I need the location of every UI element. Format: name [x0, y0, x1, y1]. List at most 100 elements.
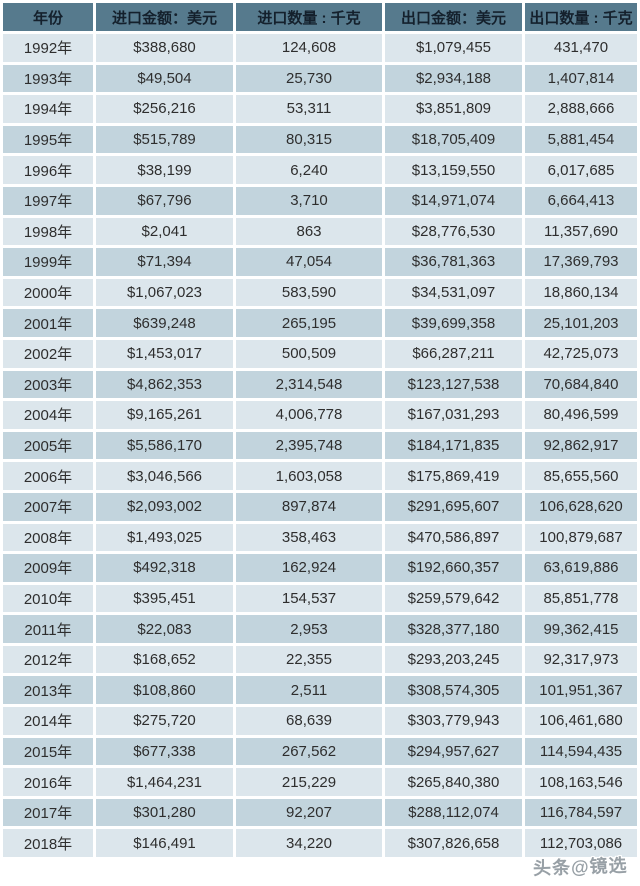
- year-cell: 1997年: [3, 186, 93, 215]
- year-cell: 1992年: [3, 34, 93, 62]
- value-cell: $265,840,380: [385, 768, 522, 796]
- value-cell: $146,491: [96, 829, 233, 858]
- value-cell: 11,357,690: [525, 217, 637, 246]
- value-cell: 53,311: [236, 95, 382, 123]
- value-cell: 2,953: [236, 615, 382, 643]
- year-cell: 2009年: [3, 554, 93, 582]
- value-cell: 2,314,548: [236, 370, 382, 399]
- value-cell: $492,318: [96, 554, 233, 582]
- table-row: 1999年 $71,394 47,054 $36,781,363 17,369,793: [3, 248, 637, 276]
- value-cell: $639,248: [96, 309, 233, 337]
- value-cell: $175,869,419: [385, 462, 522, 490]
- value-cell: $167,031,293: [385, 401, 522, 429]
- year-cell: 2017年: [3, 798, 93, 827]
- header-import-quantity: 进口数量 : 千克: [236, 3, 382, 31]
- value-cell: 2,395,748: [236, 431, 382, 460]
- value-cell: 265,195: [236, 309, 382, 337]
- value-cell: 2,511: [236, 676, 382, 705]
- value-cell: 17,369,793: [525, 248, 637, 276]
- value-cell: $168,652: [96, 645, 233, 674]
- value-cell: 106,461,680: [525, 707, 637, 735]
- value-cell: $71,394: [96, 248, 233, 276]
- table-row: 2012年 $168,652 22,355 $293,203,245 92,317,97…: [3, 645, 637, 674]
- year-cell: 1999年: [3, 248, 93, 276]
- value-cell: $39,699,358: [385, 309, 522, 337]
- value-cell: 80,315: [236, 125, 382, 154]
- trade-data-table: 年份 进口金额：美元 进口数量 : 千克 出口金额：美元 出口数量 : 千克 1…: [3, 3, 637, 858]
- year-cell: 2004年: [3, 401, 93, 429]
- value-cell: 116,784,597: [525, 798, 637, 827]
- value-cell: $303,779,943: [385, 707, 522, 735]
- table-row: 2004年 $9,165,261 4,006,778 $167,031,293 80,4…: [3, 401, 637, 429]
- year-cell: 2015年: [3, 737, 93, 766]
- table-row: 1992年 $388,680 124,608 $1,079,455 431,470: [3, 34, 637, 62]
- value-cell: $28,776,530: [385, 217, 522, 246]
- value-cell: $1,493,025: [96, 523, 233, 552]
- value-cell: 22,355: [236, 645, 382, 674]
- value-cell: $66,287,211: [385, 339, 522, 368]
- year-cell: 2008年: [3, 523, 93, 552]
- value-cell: $395,451: [96, 584, 233, 613]
- value-cell: 4,006,778: [236, 401, 382, 429]
- year-cell: 2007年: [3, 492, 93, 521]
- table-row: 1994年 $256,216 53,311 $3,851,809 2,888,666: [3, 95, 637, 123]
- value-cell: $3,046,566: [96, 462, 233, 490]
- value-cell: $259,579,642: [385, 584, 522, 613]
- value-cell: 85,851,778: [525, 584, 637, 613]
- table-row: 2001年 $639,248 265,195 $39,699,358 25,101,20…: [3, 309, 637, 337]
- year-cell: 2011年: [3, 615, 93, 643]
- value-cell: $291,695,607: [385, 492, 522, 521]
- value-cell: $22,083: [96, 615, 233, 643]
- value-cell: $9,165,261: [96, 401, 233, 429]
- value-cell: $5,586,170: [96, 431, 233, 460]
- value-cell: 92,207: [236, 798, 382, 827]
- table-row: 2003年 $4,862,353 2,314,548 $123,127,538 70,6…: [3, 370, 637, 399]
- value-cell: 114,594,435: [525, 737, 637, 766]
- year-cell: 2016年: [3, 768, 93, 796]
- value-cell: 124,608: [236, 34, 382, 62]
- value-cell: 108,163,546: [525, 768, 637, 796]
- table-row: 2005年 $5,586,170 2,395,748 $184,171,835 92,8…: [3, 431, 637, 460]
- year-cell: 1995年: [3, 125, 93, 154]
- value-cell: $184,171,835: [385, 431, 522, 460]
- value-cell: 6,017,685: [525, 156, 637, 184]
- year-cell: 1996年: [3, 156, 93, 184]
- year-cell: 1994年: [3, 95, 93, 123]
- value-cell: 63,619,886: [525, 554, 637, 582]
- value-cell: $2,934,188: [385, 64, 522, 93]
- value-cell: $13,159,550: [385, 156, 522, 184]
- value-cell: 431,470: [525, 34, 637, 62]
- value-cell: 2,888,666: [525, 95, 637, 123]
- table-row: 2010年 $395,451 154,537 $259,579,642 85,851,7…: [3, 584, 637, 613]
- table-row: 2013年 $108,860 2,511 $308,574,305 101,951,36…: [3, 676, 637, 705]
- value-cell: $38,199: [96, 156, 233, 184]
- year-cell: 2002年: [3, 339, 93, 368]
- value-cell: 92,317,973: [525, 645, 637, 674]
- table-row: 2016年 $1,464,231 215,229 $265,840,380 108,16…: [3, 768, 637, 796]
- table-row: 2011年 $22,083 2,953 $328,377,180 99,362,415: [3, 615, 637, 643]
- table-body: 1992年 $388,680 124,608 $1,079,455 431,470 199…: [3, 34, 637, 858]
- value-cell: $49,504: [96, 64, 233, 93]
- table-row: 2006年 $3,046,566 1,603,058 $175,869,419 85,6…: [3, 462, 637, 490]
- value-cell: $677,338: [96, 737, 233, 766]
- year-cell: 1993年: [3, 64, 93, 93]
- value-cell: $307,826,658: [385, 829, 522, 858]
- value-cell: 1,603,058: [236, 462, 382, 490]
- value-cell: 47,054: [236, 248, 382, 276]
- value-cell: 42,725,073: [525, 339, 637, 368]
- table-row: 2000年 $1,067,023 583,590 $34,531,097 18,860,…: [3, 278, 637, 307]
- table-row: 2007年 $2,093,002 897,874 $291,695,607 106,62…: [3, 492, 637, 521]
- value-cell: $1,464,231: [96, 768, 233, 796]
- header-row: 年份 进口金额：美元 进口数量 : 千克 出口金额：美元 出口数量 : 千克: [3, 3, 637, 31]
- year-cell: 2003年: [3, 370, 93, 399]
- value-cell: $67,796: [96, 186, 233, 215]
- value-cell: $515,789: [96, 125, 233, 154]
- value-cell: 68,639: [236, 707, 382, 735]
- table-row: 1998年 $2,041 863 $28,776,530 11,357,690: [3, 217, 637, 246]
- value-cell: $14,971,074: [385, 186, 522, 215]
- value-cell: $192,660,357: [385, 554, 522, 582]
- header-import-amount: 进口金额：美元: [96, 3, 233, 31]
- value-cell: $3,851,809: [385, 95, 522, 123]
- table-row: 1996年 $38,199 6,240 $13,159,550 6,017,685: [3, 156, 637, 184]
- table-row: 2017年 $301,280 92,207 $288,112,074 116,784,5…: [3, 798, 637, 827]
